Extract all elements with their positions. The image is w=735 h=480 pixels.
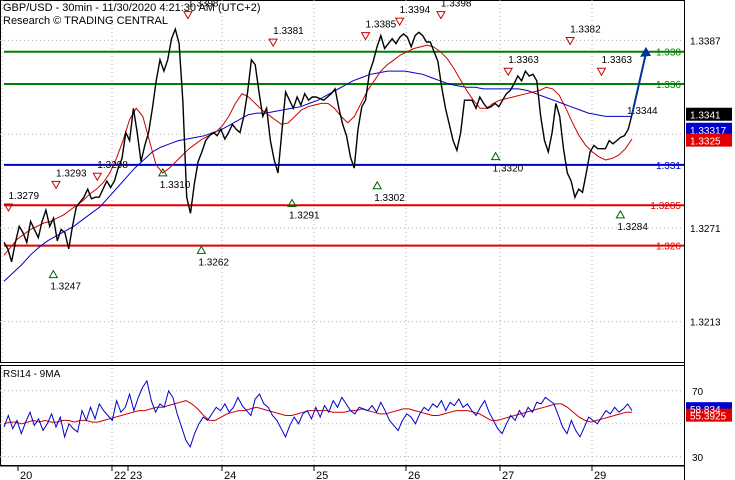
- level-label: 1.331: [656, 161, 681, 172]
- high-label: 1.3293: [56, 168, 87, 179]
- rsi-ma-value-tag: 55.3925: [690, 412, 727, 423]
- chart-source: Research © TRADING CENTRAL: [3, 15, 168, 27]
- low-label: 1.3291: [289, 211, 320, 222]
- price-tag: [686, 107, 732, 121]
- x-tick-label: 24: [224, 470, 236, 480]
- down-triangle-marker: [3, 203, 14, 212]
- rsi-label: RSI14 - 9MA: [3, 369, 61, 380]
- low-label: 1.3284: [617, 222, 648, 233]
- high-label: 1.3385: [366, 20, 397, 31]
- forecast-arrow-shaft: [631, 52, 647, 115]
- price-tag-label: 1.3325: [690, 137, 721, 148]
- high-label: 1.3398: [441, 0, 472, 10]
- up-triangle-marker: [157, 167, 168, 177]
- rsi-value-tag: 58.834: [690, 405, 721, 416]
- down-triangle-marker: [596, 67, 607, 77]
- low-label: 1.3302: [374, 193, 405, 204]
- x-tick-label: 23: [130, 470, 142, 480]
- low-label: 1.3247: [50, 282, 81, 293]
- down-triangle-marker: [92, 172, 103, 182]
- high-label: 1.3398: [188, 0, 219, 10]
- high-label: 1.3363: [508, 55, 539, 66]
- up-triangle-marker: [287, 198, 297, 208]
- x-tick-label: 25: [316, 470, 328, 480]
- y-tick-label: 1.3387: [690, 36, 721, 47]
- price-tag: [686, 133, 732, 147]
- up-triangle-marker: [490, 151, 501, 161]
- high-label: 1.3394: [400, 5, 431, 16]
- high-label: 1.3381: [273, 26, 304, 37]
- x-tick-label: 22: [114, 470, 126, 480]
- y-tick-label: 1.3213: [690, 318, 721, 329]
- price-tag: [686, 122, 732, 136]
- high-label: 1.3363: [601, 55, 632, 66]
- down-triangle-marker: [51, 180, 61, 190]
- up-triangle-marker: [196, 245, 207, 254]
- level-label: 1.326: [656, 242, 681, 253]
- down-triangle-marker: [394, 17, 405, 27]
- rsi-tag: [686, 408, 732, 422]
- current-price-label: 1.3344: [627, 106, 658, 117]
- y-tick-label: 1.3271: [690, 224, 721, 235]
- down-triangle-marker: [436, 11, 446, 20]
- down-triangle-marker: [503, 67, 514, 77]
- low-label: 1.3262: [198, 257, 229, 268]
- up-triangle-marker: [615, 209, 626, 219]
- rsi-ma-line: [3, 400, 632, 425]
- high-label: 1.3298: [97, 160, 128, 171]
- x-tick-label: 26: [408, 470, 420, 480]
- forecast-arrow-head: [640, 46, 651, 57]
- chart-title: GBP/USD - 30min - 11/30/2020 4:21:30 AM …: [3, 2, 261, 14]
- level-label: 1.3285: [650, 201, 681, 212]
- high-label: 1.3382: [570, 24, 601, 35]
- rsi-line: [3, 379, 633, 449]
- x-tick-label: 20: [20, 470, 32, 480]
- level-label: 1.338: [656, 48, 681, 59]
- down-triangle-marker: [360, 32, 371, 41]
- price-panel-frame: [0, 0, 685, 363]
- down-triangle-marker: [183, 11, 193, 20]
- down-triangle-marker: [268, 38, 279, 48]
- low-label: 1.3320: [493, 164, 524, 175]
- up-triangle-marker: [48, 269, 59, 279]
- slow-ma-line: [3, 70, 632, 282]
- x-tick-label: 29: [594, 470, 606, 480]
- low-label: 1.3310: [160, 180, 191, 191]
- price-line: [3, 26, 633, 262]
- rsi-panel-frame: [0, 365, 685, 466]
- high-label: 1.3279: [8, 191, 39, 202]
- rsi-tick-label: 30: [692, 453, 704, 464]
- fast-ma-line: [3, 44, 633, 256]
- down-triangle-marker: [565, 36, 575, 46]
- level-label: 1.336: [656, 80, 681, 91]
- rsi-tick-label: 70: [692, 387, 704, 398]
- up-triangle-marker: [372, 180, 383, 190]
- price-tag-label: 1.3341: [690, 111, 721, 122]
- x-tick-label: 27: [502, 470, 514, 480]
- price-tag-label: 1.33317: [690, 126, 727, 137]
